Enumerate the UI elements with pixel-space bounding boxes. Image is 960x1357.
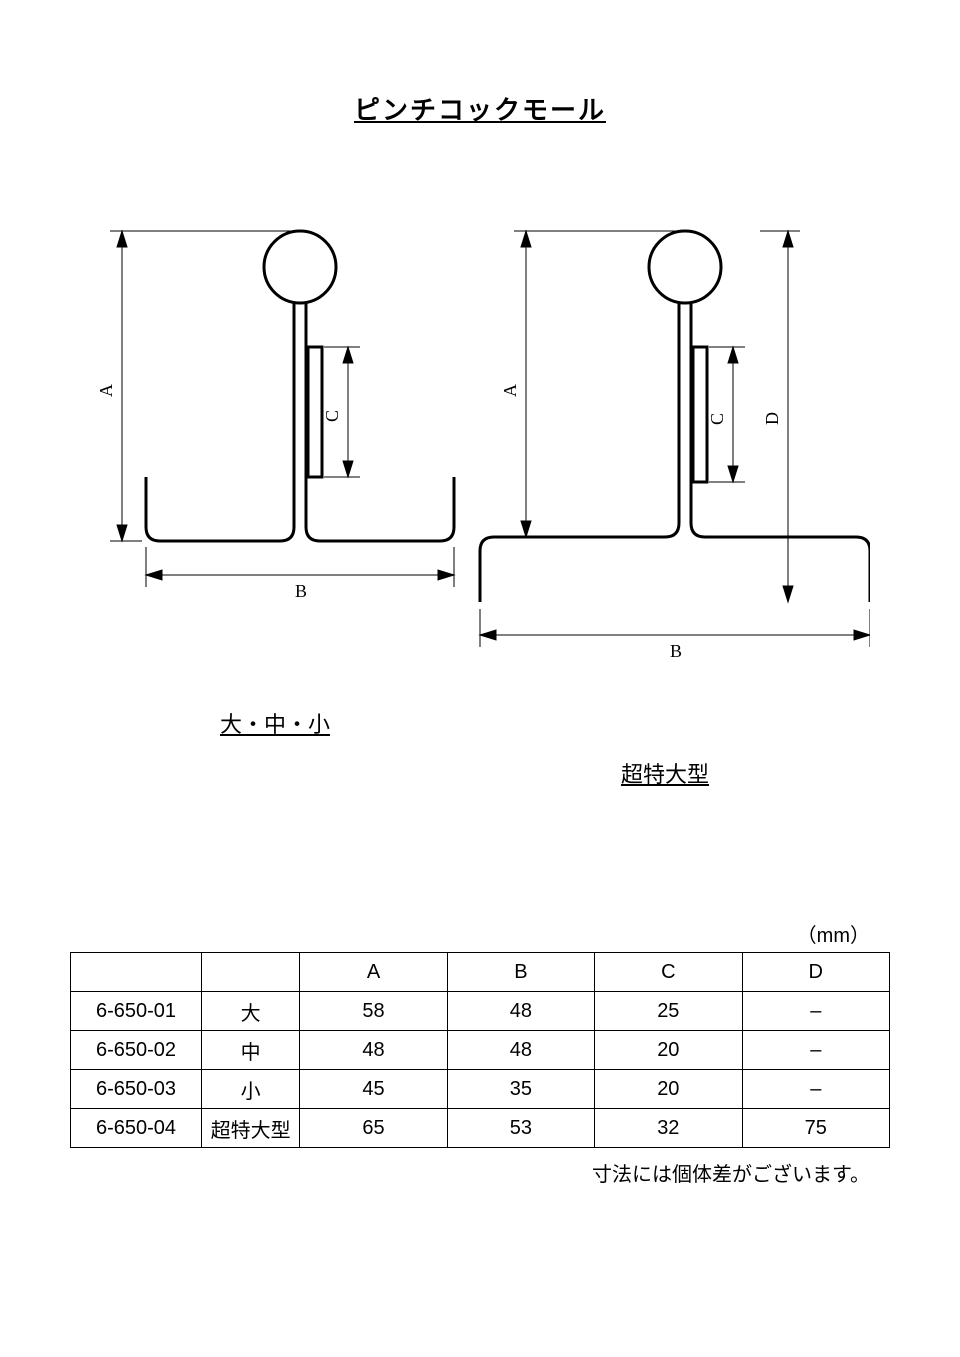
table-cell: 中 [202, 1031, 300, 1070]
dim-label-C-right: C [707, 413, 727, 425]
dim-label-B-right: B [670, 641, 682, 661]
table-cell: 53 [447, 1109, 594, 1148]
table-cell: 58 [300, 992, 447, 1031]
table-cell: 6-650-04 [71, 1109, 202, 1148]
col-header: A [300, 953, 447, 992]
table-cell: 75 [742, 1109, 889, 1148]
table-cell: – [742, 1031, 889, 1070]
table-cell: 20 [595, 1070, 742, 1109]
table-cell: 小 [202, 1070, 300, 1109]
table-cell: 48 [300, 1031, 447, 1070]
table-header-row: ABCD [71, 953, 890, 992]
table-row: 6-650-04超特大型65533275 [71, 1109, 890, 1148]
col-header [71, 953, 202, 992]
table-cell: 32 [595, 1109, 742, 1148]
caption-right: 超特大型 [621, 757, 709, 789]
col-header [202, 953, 300, 992]
page-title: ピンチコックモール [60, 90, 900, 127]
drawing-right: A C D B [460, 217, 870, 697]
col-header: D [742, 953, 889, 992]
table-cell: 48 [447, 992, 594, 1031]
figure-left: A C B 大・中・小 [90, 217, 460, 789]
col-header: C [595, 953, 742, 992]
unit-label: （mm） [60, 919, 900, 948]
table-cell: – [742, 992, 889, 1031]
dim-label-D-right: D [762, 412, 782, 425]
table-cell: 超特大型 [202, 1109, 300, 1148]
table-cell: 6-650-02 [71, 1031, 202, 1070]
dim-label-C-left: C [322, 410, 342, 422]
table-row: 6-650-02中484820– [71, 1031, 890, 1070]
table-cell: 大 [202, 992, 300, 1031]
table-cell: 25 [595, 992, 742, 1031]
dimension-table: ABCD 6-650-01大584825–6-650-02中484820–6-6… [70, 952, 890, 1148]
caption-left: 大・中・小 [220, 707, 330, 739]
table-cell: 45 [300, 1070, 447, 1109]
drawing-left: A C B [90, 217, 460, 647]
footnote: 寸法には個体差がございます。 [60, 1158, 900, 1187]
dim-label-A-right: A [500, 384, 520, 397]
table-cell: 6-650-01 [71, 992, 202, 1031]
figures-row: A C B 大・中・小 [60, 217, 900, 789]
dim-label-A-left: A [96, 384, 116, 397]
table-row: 6-650-03小453520– [71, 1070, 890, 1109]
table-cell: 35 [447, 1070, 594, 1109]
table-cell: 20 [595, 1031, 742, 1070]
table-row: 6-650-01大584825– [71, 992, 890, 1031]
dim-label-B-left: B [295, 581, 307, 601]
figure-right: A C D B 超特大型 [460, 217, 870, 789]
table-cell: – [742, 1070, 889, 1109]
table-cell: 65 [300, 1109, 447, 1148]
table-cell: 48 [447, 1031, 594, 1070]
col-header: B [447, 953, 594, 992]
table-cell: 6-650-03 [71, 1070, 202, 1109]
